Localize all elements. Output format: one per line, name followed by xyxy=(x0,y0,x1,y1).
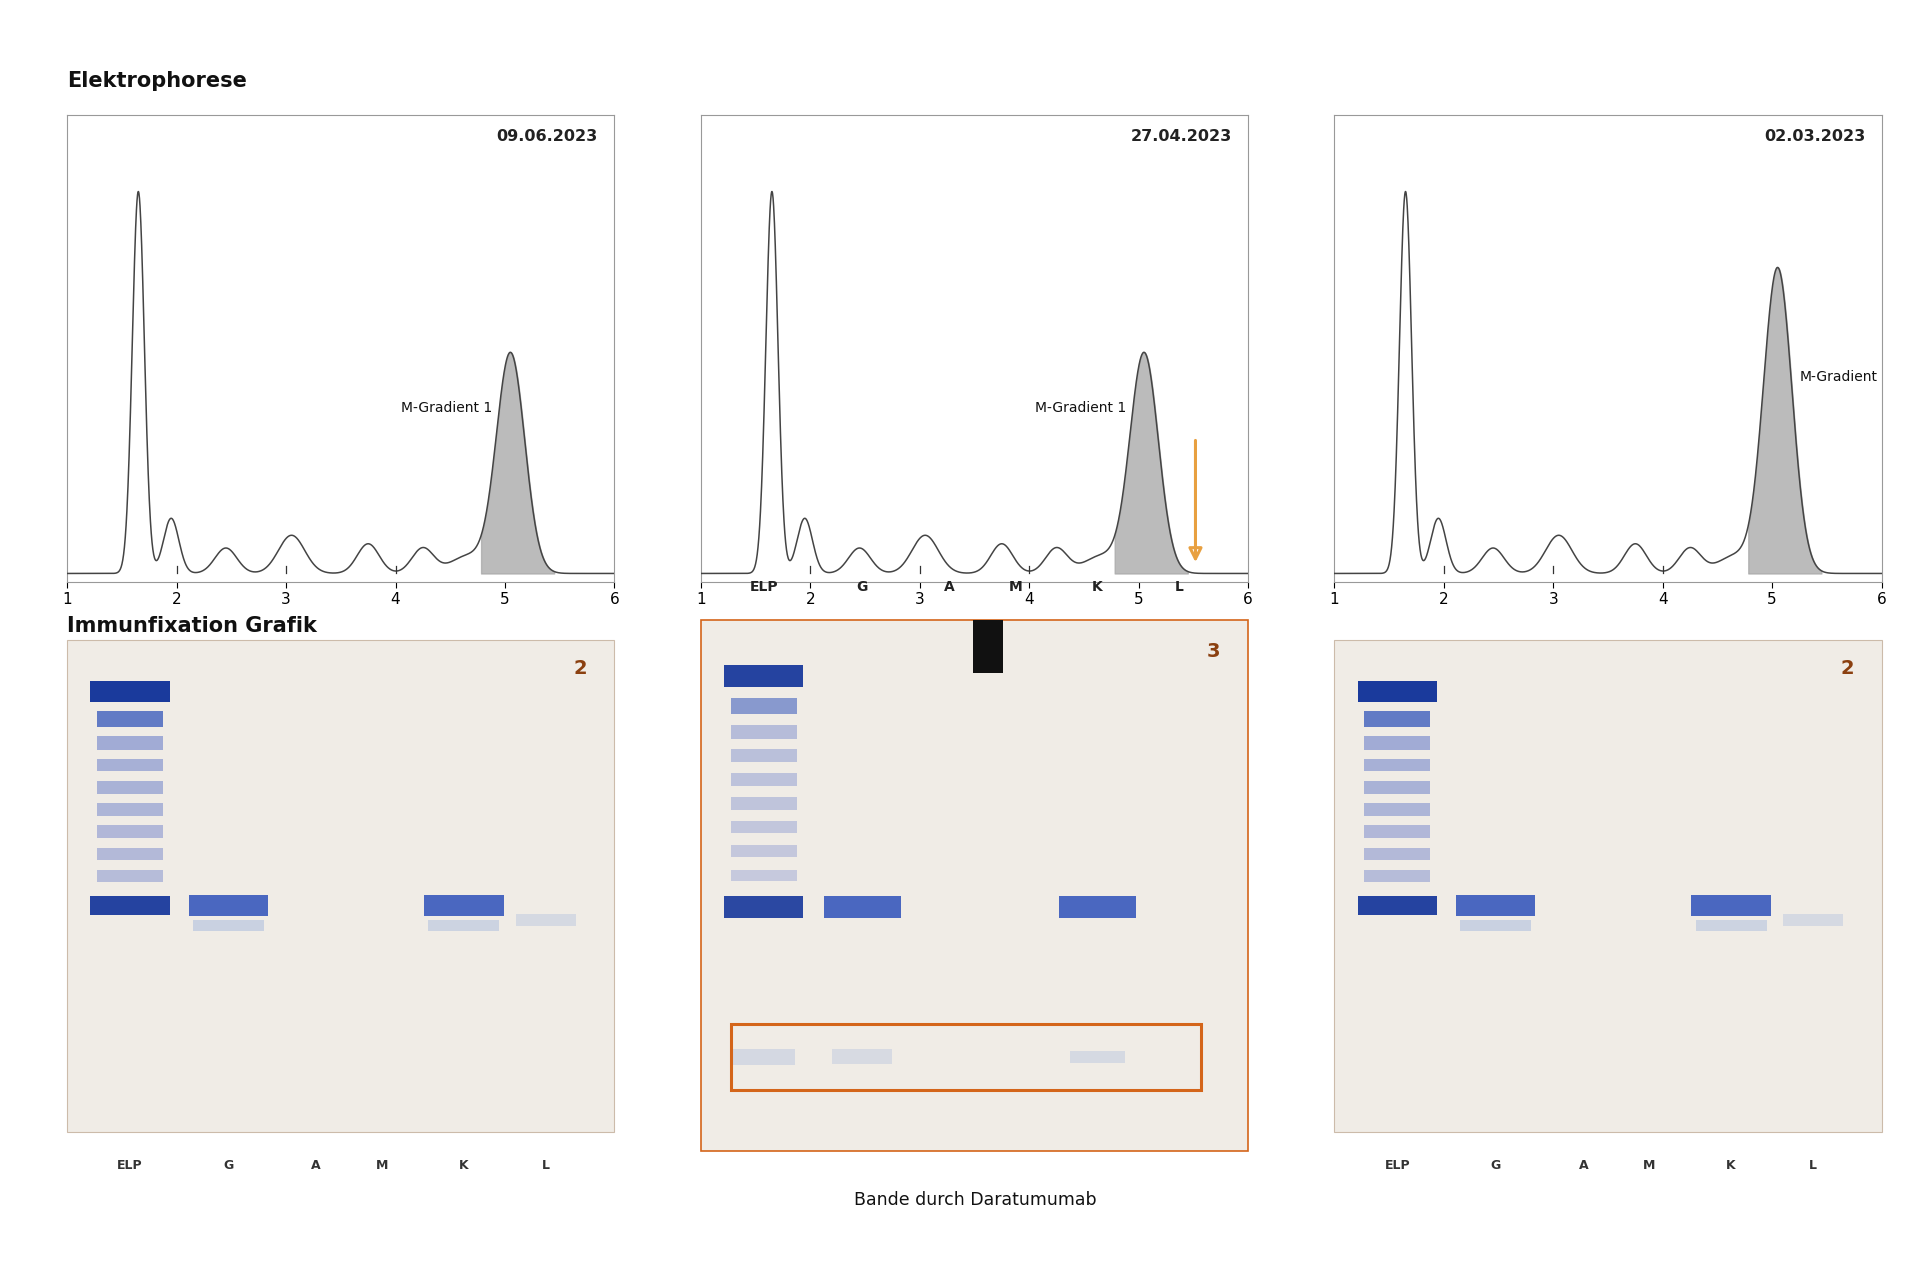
Bar xyxy=(1692,895,1770,916)
Bar xyxy=(98,780,163,794)
Bar xyxy=(1365,825,1430,838)
Bar xyxy=(1365,758,1430,771)
Text: G: G xyxy=(223,1159,234,1172)
Bar xyxy=(1365,711,1430,728)
Text: M: M xyxy=(1644,1159,1655,1172)
Text: K: K xyxy=(459,1159,468,1172)
Text: ELP: ELP xyxy=(1384,1159,1409,1172)
Bar xyxy=(1357,680,1436,702)
Bar xyxy=(428,920,499,931)
Bar xyxy=(724,897,803,917)
Bar xyxy=(90,895,169,916)
Bar xyxy=(831,1050,893,1064)
Text: M-Gradient: M-Gradient xyxy=(1799,370,1878,384)
Bar xyxy=(188,895,269,916)
Bar xyxy=(424,895,503,916)
Bar xyxy=(732,774,797,785)
Bar xyxy=(973,605,1004,673)
Bar xyxy=(98,758,163,771)
Text: M-Gradient 1: M-Gradient 1 xyxy=(401,400,492,414)
Bar xyxy=(98,825,163,838)
Text: K: K xyxy=(1092,579,1102,593)
Bar xyxy=(732,1023,1202,1090)
Bar xyxy=(98,735,163,749)
Text: 2: 2 xyxy=(1841,659,1855,678)
Text: L: L xyxy=(541,1159,549,1172)
Bar xyxy=(732,797,797,810)
Bar xyxy=(1365,735,1430,749)
Bar xyxy=(1357,895,1436,916)
Bar xyxy=(1365,803,1430,816)
Bar xyxy=(732,725,797,739)
Text: A: A xyxy=(945,579,954,593)
Bar xyxy=(98,803,163,816)
Bar xyxy=(1060,897,1137,917)
Text: ELP: ELP xyxy=(749,579,778,593)
Bar xyxy=(724,665,803,687)
Bar xyxy=(90,680,169,702)
Bar xyxy=(1695,920,1766,931)
Bar xyxy=(732,749,797,762)
Bar xyxy=(732,870,797,881)
Text: G: G xyxy=(856,579,868,593)
Text: 09.06.2023: 09.06.2023 xyxy=(497,129,597,145)
Bar xyxy=(516,914,576,926)
Text: A: A xyxy=(311,1159,321,1172)
Text: A: A xyxy=(1578,1159,1588,1172)
Text: M: M xyxy=(376,1159,388,1172)
Bar xyxy=(732,821,797,833)
Text: M: M xyxy=(1008,579,1021,593)
Text: 3: 3 xyxy=(1208,642,1221,660)
Text: Immunfixation Grafik: Immunfixation Grafik xyxy=(67,615,317,636)
Bar xyxy=(732,845,797,857)
Bar xyxy=(1365,870,1430,881)
Bar xyxy=(1455,895,1536,916)
Text: Elektrophorese: Elektrophorese xyxy=(67,70,248,91)
Bar xyxy=(732,1049,795,1065)
Bar xyxy=(1461,920,1532,931)
Text: L: L xyxy=(1175,579,1185,593)
Bar xyxy=(1365,848,1430,859)
Bar xyxy=(1069,1051,1125,1063)
Text: M-Gradient 1: M-Gradient 1 xyxy=(1035,400,1125,414)
Text: 2: 2 xyxy=(574,659,588,678)
Bar xyxy=(98,711,163,728)
Text: Bande durch Daratumumab: Bande durch Daratumumab xyxy=(854,1191,1096,1209)
Bar xyxy=(1365,780,1430,794)
Bar xyxy=(98,870,163,881)
Text: L: L xyxy=(1809,1159,1816,1172)
Bar xyxy=(824,897,900,917)
Text: 27.04.2023: 27.04.2023 xyxy=(1131,129,1231,145)
Bar xyxy=(732,698,797,714)
Text: K: K xyxy=(1726,1159,1736,1172)
Text: G: G xyxy=(1490,1159,1501,1172)
Bar xyxy=(98,848,163,859)
Text: ELP: ELP xyxy=(117,1159,142,1172)
Text: 02.03.2023: 02.03.2023 xyxy=(1764,129,1864,145)
Bar xyxy=(194,920,265,931)
Bar xyxy=(1784,914,1843,926)
